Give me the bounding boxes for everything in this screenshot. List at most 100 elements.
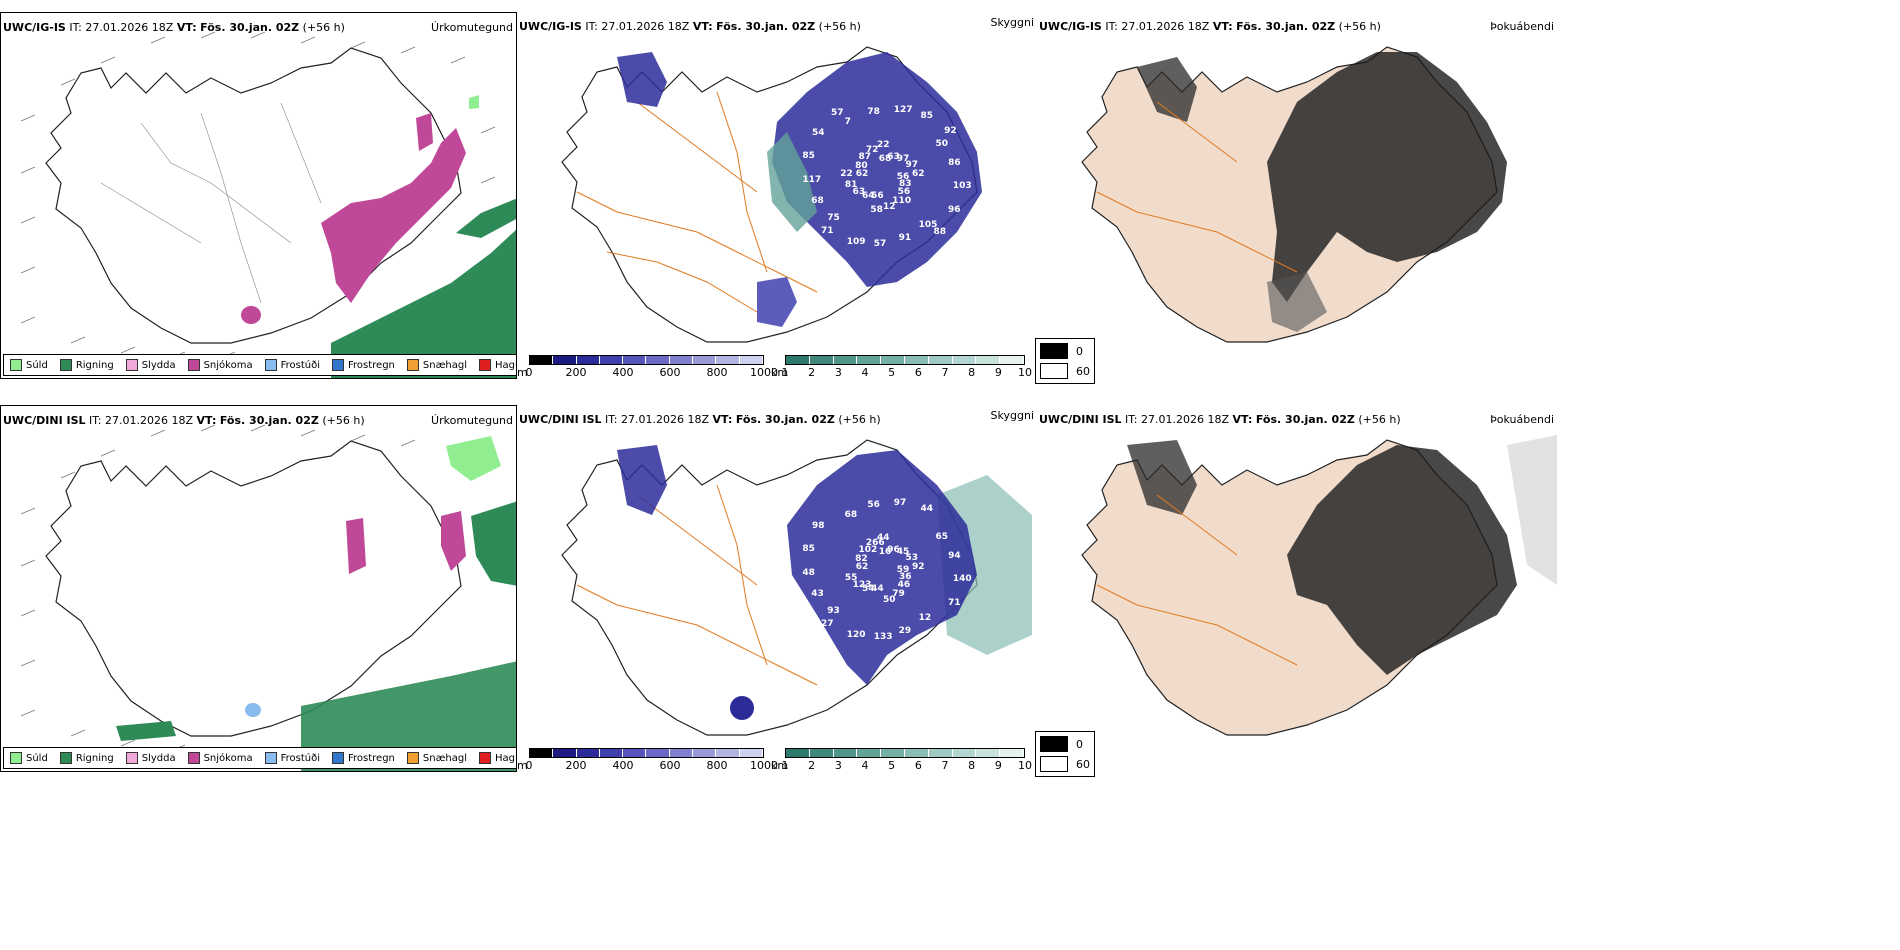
peak-label: 62 <box>855 168 869 179</box>
peak-label: 91 <box>898 233 912 244</box>
peak-label: 56 <box>867 499 880 510</box>
snow-north <box>416 113 433 151</box>
colorbar-step <box>952 356 977 364</box>
colorbar-tick: 600 <box>659 759 681 772</box>
legend-item: Snæhagl <box>406 359 467 371</box>
rain-east <box>471 501 516 586</box>
colorbar-step <box>530 356 554 364</box>
colorbar-step <box>739 356 763 364</box>
panel-title: UWC/DINI ISL IT: 27.01.2026 18Z VT: Fös.… <box>3 414 365 427</box>
fog-dark-nw <box>1137 57 1197 122</box>
peak-label: 57 <box>831 107 844 118</box>
peak-label: 29 <box>898 626 912 637</box>
vis-low-south <box>730 696 754 720</box>
legend-swatch <box>59 359 72 371</box>
colorbar-tick: 8 <box>968 366 976 379</box>
peak-label: 79 <box>892 588 905 599</box>
colorbar-tick: 10 <box>1018 759 1032 772</box>
peak-label: 85 <box>802 151 815 162</box>
rain-south <box>301 661 516 771</box>
colorbar-step <box>833 356 858 364</box>
peak-label: 92 <box>911 562 925 573</box>
peak-label: 68 <box>878 153 892 164</box>
peak-label: 57 <box>873 239 887 250</box>
fog-low-label: 60 <box>1076 364 1090 378</box>
colorbar-step <box>857 356 882 364</box>
panel-visibility-igis: UWC/IG-IS IT: 27.01.2026 18Z VT: Fös. 30… <box>517 12 1037 379</box>
colorbar-tick: 600 <box>659 366 681 379</box>
vis-low-nw <box>617 445 667 515</box>
peak-label: 36 <box>898 572 912 583</box>
panel-fog-igis: UWC/IG-IS IT: 27.01.2026 18Z VT: Fös. 30… <box>1037 12 1557 379</box>
peak-label: 55 <box>844 572 858 583</box>
panel-precip-type-igis: UWC/IG-IS IT: 27.01.2026 18Z VT: Fös. 30… <box>0 12 517 379</box>
peak-label: 120 <box>846 630 866 641</box>
colorbar-step <box>928 356 953 364</box>
peak-label: 72 <box>865 144 879 155</box>
peak-label: 68 <box>844 509 858 520</box>
peak-label: 27 <box>821 619 834 630</box>
rain-southeast <box>331 229 516 378</box>
vis-low-east <box>787 450 977 685</box>
legend-swatch <box>406 752 419 764</box>
colorbar-tick: 9 <box>994 366 1002 379</box>
fog-low-label: 60 <box>1076 757 1090 771</box>
legend-swatch <box>59 752 72 764</box>
legend-item: Snæhagl <box>406 752 467 764</box>
legend-swatch <box>187 359 200 371</box>
map-precip-type-dini <box>20 424 516 771</box>
precip-legend: Súld Rigning Slydda Snjókoma Frostúði Frostre… <box>3 354 516 376</box>
peak-label: 71 <box>948 597 961 608</box>
peak-label: 56 <box>871 191 884 202</box>
colorbar-tick: 3 <box>834 759 842 772</box>
rain-east <box>456 198 516 238</box>
legend-item: Frostúði <box>264 359 320 371</box>
peak-label: 105 <box>918 220 938 231</box>
peak-label: 96 <box>948 204 961 215</box>
colorbar-tick: 4 <box>861 759 869 772</box>
peak-label: 266 <box>865 537 885 548</box>
legend-swatch <box>10 359 22 371</box>
colorbar-tick: 5 <box>888 366 896 379</box>
peak-label: 75 <box>827 212 840 223</box>
colorbar-tick: 200 <box>565 759 587 772</box>
field-name: Skyggni <box>990 409 1034 422</box>
legend-label: Slydda <box>141 752 176 764</box>
colorbar-tick: 6 <box>914 366 922 379</box>
frost-spot <box>245 703 261 717</box>
colorbar-step <box>646 356 670 364</box>
panel-title: UWC/IG-IS IT: 27.01.2026 18Z VT: Fös. 30… <box>1039 20 1381 33</box>
legend-item: Snjókoma <box>187 359 253 371</box>
colorbar-tick: 1 <box>781 366 789 379</box>
colorbar-step <box>1000 749 1024 757</box>
legend-label: Snjókoma <box>203 752 253 764</box>
legend-label: Súld <box>26 752 48 764</box>
peak-label: 87 <box>858 152 872 163</box>
panel-fog-dini: UWC/DINI ISL IT: 27.01.2026 18Z VT: Fös.… <box>1037 405 1557 772</box>
peak-label: 62 <box>911 169 925 180</box>
snow-east <box>441 511 466 571</box>
fog-high-swatch <box>1040 343 1068 359</box>
colorbar-tick: 2 <box>808 759 816 772</box>
colorbar-step <box>646 749 670 757</box>
peak-label: 123 <box>852 580 872 591</box>
peak-label: 53 <box>905 553 919 564</box>
fog-legend: 0 60 <box>1035 338 1095 384</box>
colorbar-tick: 2 <box>808 366 816 379</box>
colorbar-tick: 400 <box>612 759 634 772</box>
colorbar-step <box>693 356 717 364</box>
legend-label: Frostúði <box>280 359 320 371</box>
peak-label: 44 <box>877 533 890 543</box>
colorbar-tick: 4 <box>861 366 869 379</box>
peak-label: 45 <box>896 547 910 558</box>
map-precip-type-igis <box>20 31 516 378</box>
field-name: Þokuábendi <box>1490 20 1554 33</box>
peak-label: 7 <box>844 116 851 127</box>
colorbar-step <box>976 749 1001 757</box>
panel-precip-type-dini: UWC/DINI ISL IT: 27.01.2026 18Z VT: Fös.… <box>0 405 517 772</box>
peak-label: 63 <box>887 152 900 163</box>
legend-label: Frostregn <box>348 359 395 371</box>
colorbar-step <box>809 749 834 757</box>
legend-swatch <box>332 359 344 371</box>
panel-title: UWC/IG-IS IT: 27.01.2026 18Z VT: Fös. 30… <box>3 21 345 34</box>
